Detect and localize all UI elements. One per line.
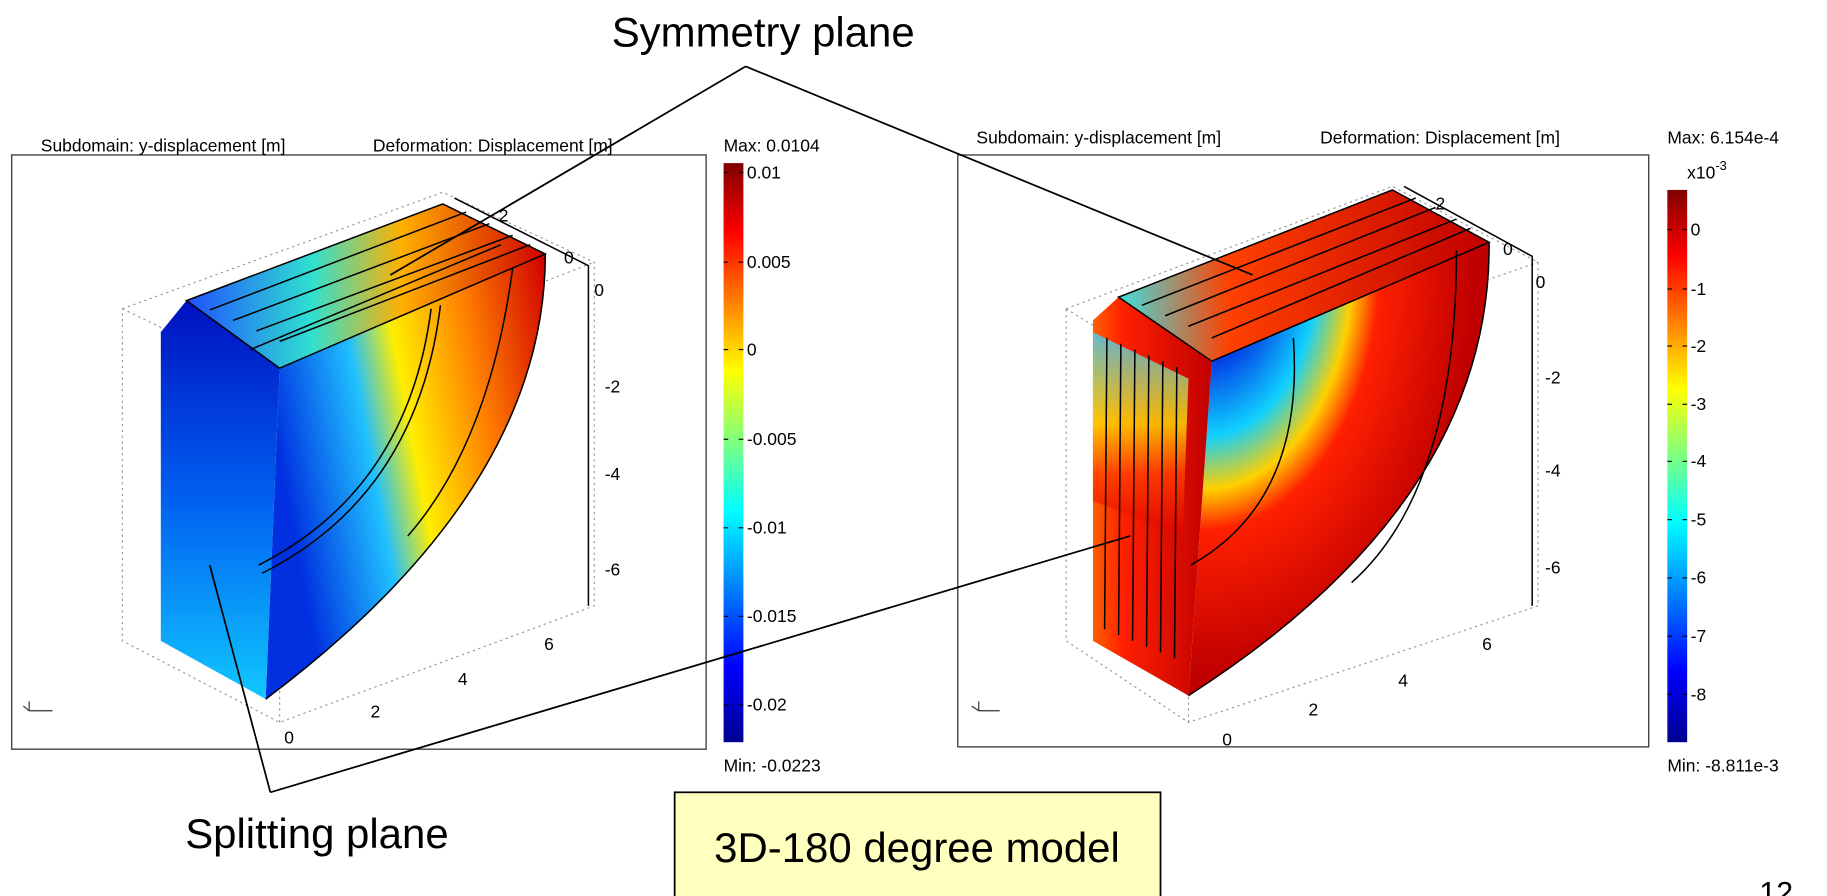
splitting-face-top: [1092, 332, 1189, 536]
axis-tick-label: 2: [1435, 194, 1445, 214]
axis-triad: [971, 701, 1000, 712]
colorbar: [1667, 189, 1688, 743]
symmetry-face: [1118, 189, 1490, 362]
axis-tick-label: 4: [458, 669, 468, 689]
colorbar-tick-label: 0: [1691, 219, 1701, 239]
pointer-line: [389, 65, 747, 276]
colorbar-tick-label: -0.02: [747, 695, 787, 715]
axis-tick-label: -6: [605, 560, 621, 580]
colorbar-tick-label: -0.01: [747, 518, 787, 538]
colorbar: [723, 163, 744, 743]
axis-tick-label: -2: [1545, 367, 1561, 387]
colorbar-tick-label: -5: [1691, 509, 1707, 529]
pointer-line: [208, 564, 272, 793]
axis-tick-label: 6: [1482, 634, 1492, 654]
splitting-face: [160, 300, 280, 700]
colorbar-tick-label: -0.005: [747, 429, 797, 449]
colorbar-max: Max: 6.154e-4: [1667, 127, 1779, 147]
multiplier-exponent: -3: [1715, 158, 1726, 173]
axis-tick-label: -2: [605, 377, 621, 397]
colorbar-tick-label: -7: [1691, 626, 1707, 646]
axis-tick-label: 0: [284, 727, 294, 747]
colorbar-tick-label: -3: [1691, 394, 1707, 414]
model-box: [673, 791, 1162, 896]
colorbar-tick-label: -8: [1691, 684, 1707, 704]
plot-frame: [957, 154, 1650, 748]
colorbar-tick-label: -2: [1691, 336, 1707, 356]
axis-tick-label: 0: [594, 280, 604, 300]
curved-face: [265, 254, 546, 700]
plot-frame: [10, 154, 707, 750]
colorbar-max: Max: 0.0104: [724, 135, 820, 155]
colorbar-tick-label: -4: [1691, 451, 1707, 471]
axis-tick-label: -6: [1545, 557, 1561, 577]
axis-triad: [22, 701, 53, 712]
axis-tick-label: 0: [1503, 239, 1513, 259]
colorbar-multiplier: x10-3: [1687, 158, 1727, 182]
axis-tick-label: 0: [1222, 730, 1232, 750]
colorbar-min: Min: -0.0223: [724, 755, 821, 775]
axis-tick-label: 0: [564, 247, 574, 267]
colorbar-tick-label: 0.005: [747, 252, 791, 272]
edges: [184, 197, 590, 700]
axis-tick-label: 4: [1398, 670, 1408, 690]
plot-subdomain-label: Subdomain: y-displacement [m]: [976, 127, 1221, 147]
colorbar-tick-label: 0.01: [747, 162, 781, 182]
plot-deformation-label: Deformation: Displacement [m]: [373, 135, 613, 155]
colorbar-tick-label: -1: [1691, 279, 1707, 299]
curved-face: [1188, 242, 1490, 696]
colorbar-tick-label: -0.015: [747, 606, 797, 626]
pointer-line: [745, 65, 1253, 276]
pointer-line: [270, 535, 1131, 794]
plot-deformation-label: Deformation: Displacement [m]: [1320, 127, 1560, 147]
plot-subdomain-label: Subdomain: y-displacement [m]: [41, 135, 286, 155]
multiplier-base: x10: [1687, 162, 1715, 182]
model-label: 3D-180 degree model: [714, 824, 1120, 871]
colorbar-tick-label: -6: [1691, 568, 1707, 588]
splitting-label: Splitting plane: [185, 810, 448, 857]
page-number: 12: [1759, 877, 1793, 896]
axis-tick-label: 2: [499, 205, 509, 225]
axis-tick-label: 2: [1308, 699, 1318, 719]
axis-tick-label: 2: [371, 702, 381, 722]
axis-tick-label: -4: [1545, 461, 1561, 481]
colorbar-tick-label: 0: [747, 339, 757, 359]
edges: [1103, 185, 1533, 697]
symmetry-label: Symmetry plane: [612, 9, 915, 56]
axis-tick-label: -4: [605, 464, 621, 484]
colorbar-min: Min: -8.811e-3: [1667, 755, 1778, 775]
axis-tick-label: 6: [544, 634, 554, 654]
axis-tick-label: 0: [1536, 272, 1546, 292]
symmetry-face: [186, 203, 546, 369]
